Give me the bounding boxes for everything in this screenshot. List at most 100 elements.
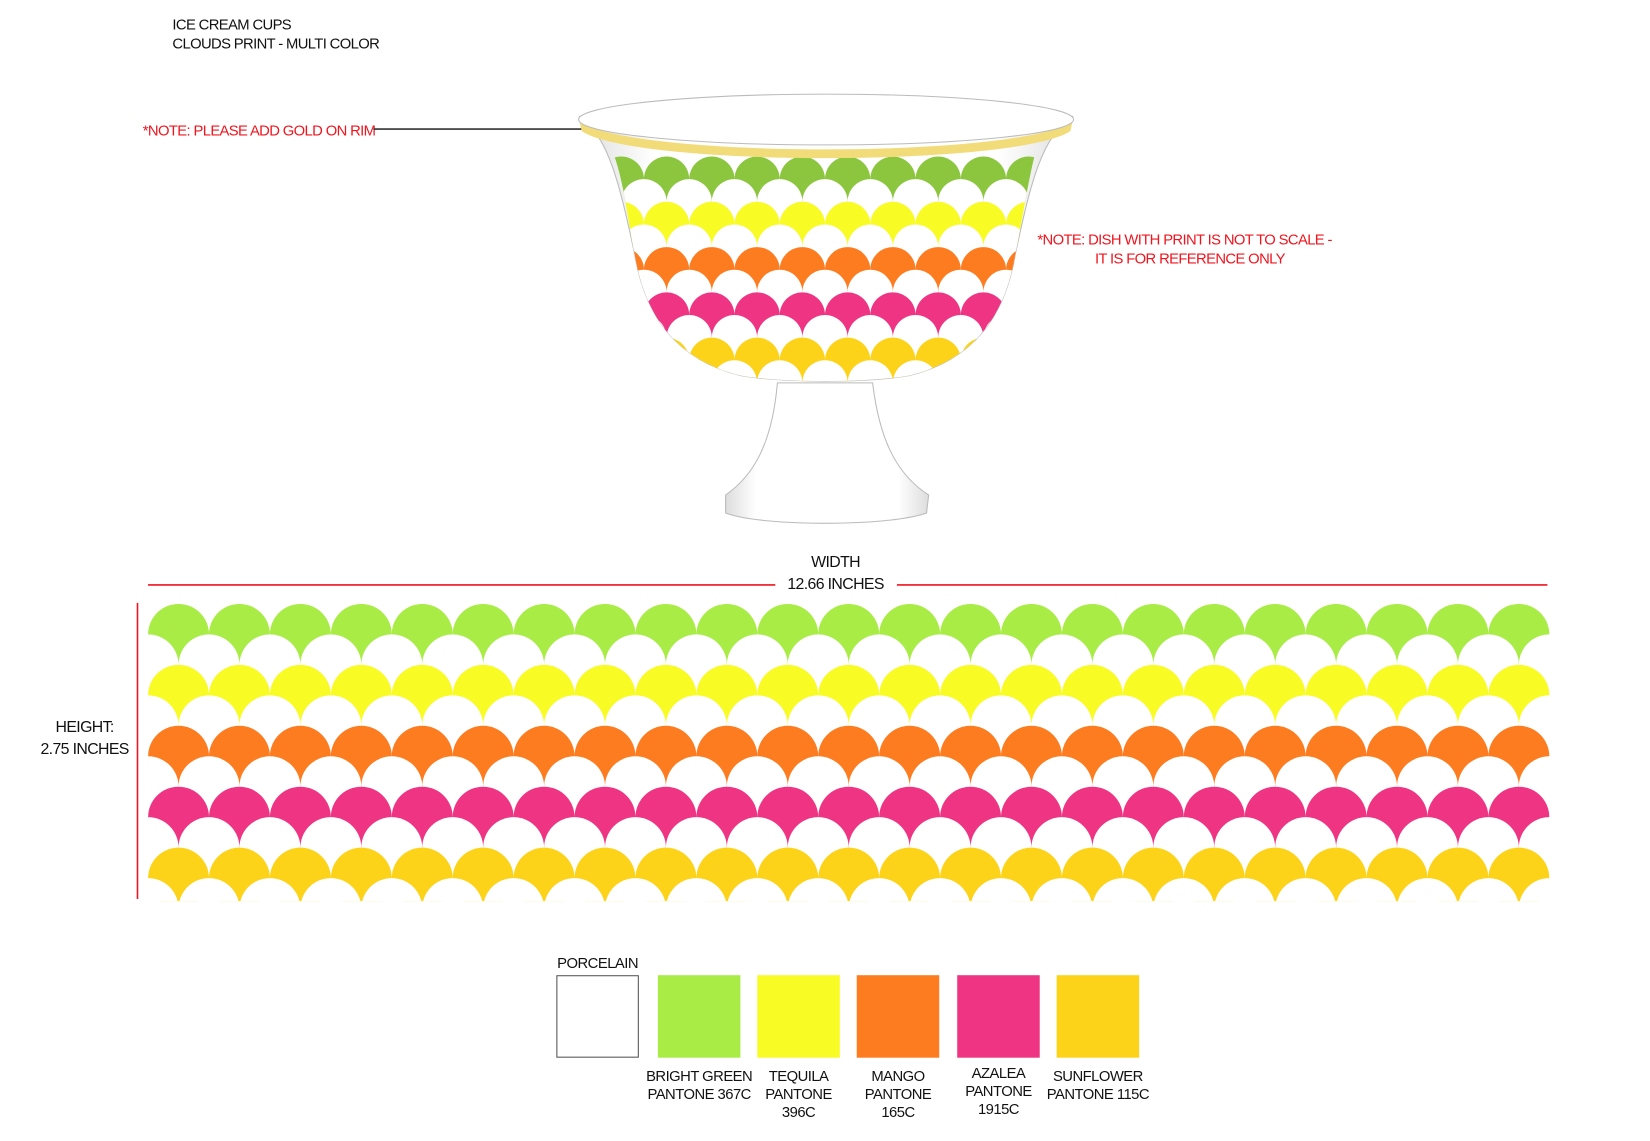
cup-cloud [892,360,939,382]
swatch-label-line3: 1915C [977,1100,1020,1117]
cup-cloud [1074,270,1119,315]
swatch-label: SUNFLOWER PANTONE 115C [1040,1067,1156,1103]
swatch-sunflower [1056,975,1140,1058]
cup-scallop [611,337,644,382]
swatch-label: AZALEA PANTONE 1915C [940,1064,1056,1118]
swatch-label-line1: BRIGHT GREEN [646,1067,753,1085]
swatch-label-line2: PANTONE 115C [1046,1085,1150,1103]
title-line-2: CLOUDS PRINT - MULTI COLOR [172,34,380,52]
cup-cloud [1028,314,1037,361]
strip-cloud [605,878,666,902]
scale-note-2: IT IS FOR REFERENCE ONLY [1094,249,1286,267]
cup-scallop [915,337,961,382]
strip-cloud [240,878,300,902]
strip-cloud [1519,878,1550,902]
swatch-label-line3: 396C [781,1103,816,1121]
cup-pedestal [725,382,930,524]
strip-cloud [1397,878,1458,902]
height-label: HEIGHT: [55,718,115,737]
strip-cloud [545,878,605,902]
cup-scallop [960,337,1007,382]
swatch-porcelain [556,975,639,1058]
cup-scallop [1006,247,1037,293]
swatch-label-line1: PORCELAIN [557,954,639,971]
strip-cloud [910,878,970,902]
cup-cloud [1028,179,1037,225]
cup-cloud [666,360,712,382]
strip-cloud [301,878,361,902]
cup-scallop [1051,338,1096,383]
width-label: WIDTH [811,553,860,572]
cup-cloud [802,360,848,382]
strip-cloud [362,878,422,902]
strip-cloud [1032,878,1092,902]
cup-scallop [1051,247,1096,292]
cup-scallop [689,337,735,382]
title-line-1: ICE CREAM CUPS [172,15,292,33]
strip-cloud [788,878,848,902]
cup-cloud [983,314,1029,361]
strip-cloud [727,878,787,902]
strip-cloud [1458,878,1518,902]
strip-cloud [423,878,483,902]
swatch-label-line2: PANTONE [965,1082,1032,1099]
cup-scallop [1051,157,1096,202]
cup-scallop [1051,292,1096,337]
cup-cloud [621,360,667,382]
width-value: 12.66 INCHES [787,575,884,594]
strip-cloud [484,878,544,902]
swatch-label-line2: PANTONE [864,1085,932,1103]
cup-cloud [1074,224,1119,269]
cup-scallop [611,292,644,338]
cup-cloud [1074,360,1119,405]
swatch-label-line1: AZALEA [971,1064,1026,1081]
cup-cloud [611,314,622,361]
rim-note: *NOTE: PLEASE ADD GOLD ON RIM [142,121,376,139]
cup-cloud [711,360,758,382]
swatch-label-line2: PANTONE 367C [647,1085,751,1103]
strip-cloud [849,878,909,902]
strip-cloud [1276,878,1336,902]
swatch-label: TEQUILA PANTONE 396C [740,1067,856,1121]
cup-cloud [847,360,893,382]
cup-cloud [983,360,1029,382]
cup-cloud [757,360,803,382]
cup-cloud [1074,315,1119,360]
cup-scallop [1006,292,1037,338]
swatch-bright-green [657,975,741,1058]
gold-rim [579,121,1073,159]
cup-cloud [1028,360,1037,382]
strip-cloud [1337,878,1397,902]
swatch-azalea [957,975,1040,1058]
cup-scallop [1006,337,1037,382]
strip-cloud [179,878,239,902]
cup-cloud [938,360,984,382]
scale-note-1: *NOTE: DISH WITH PRINT IS NOT TO SCALE - [1037,230,1332,248]
cup-cloud [1028,224,1037,270]
cup-cloud [611,224,622,270]
swatch-label-line1: MANGO [871,1067,925,1085]
cup-scallop [643,337,690,382]
cup-cloud [611,360,622,382]
strip-cloud [148,878,178,902]
swatch-label-line3: 165C [881,1103,915,1121]
cup-cloud [611,179,622,225]
cup-cloud [621,314,667,361]
height-value: 2.75 INCHES [40,740,129,759]
strip-cloud [1215,878,1275,902]
cup-cloud [1074,179,1119,224]
swatch-mango [856,975,940,1058]
swatch-label: BRIGHT GREEN PANTONE 367C [641,1067,757,1103]
strip-cloud [666,878,726,902]
cup-print [611,156,1119,405]
strip-cloud [971,878,1031,902]
cup-scallop [1051,202,1096,247]
cup-cloud [611,269,622,315]
strip-cloud [1154,878,1214,902]
swatch-label-line1: TEQUILA [768,1067,829,1085]
cup-scallop [611,247,644,293]
swatch-label: MANGO PANTONE 165C [840,1067,956,1121]
swatch-tequila [757,975,840,1058]
strip-cloud [1093,878,1153,902]
